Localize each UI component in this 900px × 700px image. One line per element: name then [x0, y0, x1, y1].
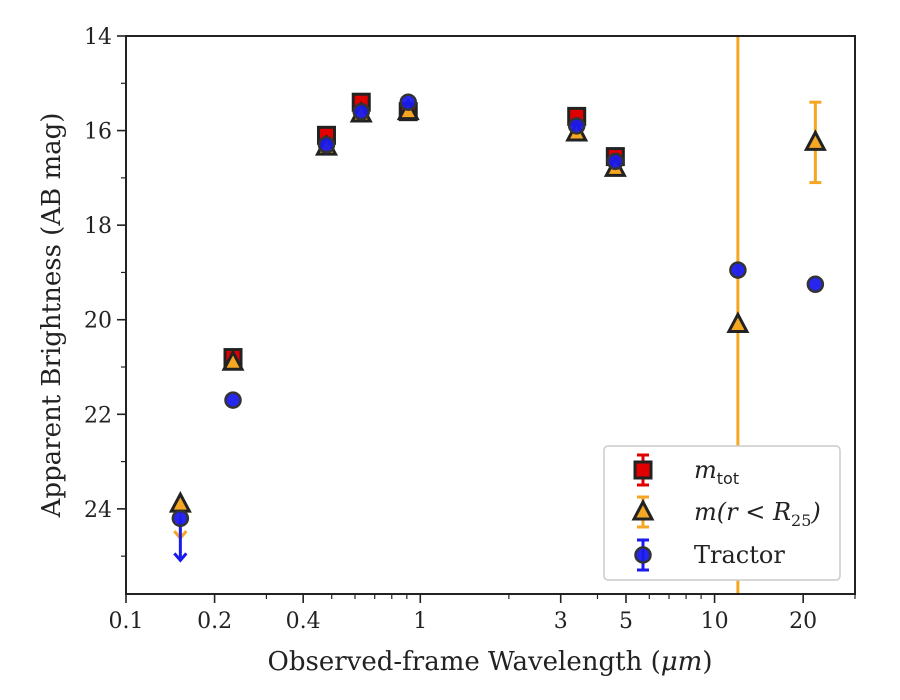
y-tick-label: 22	[84, 403, 112, 428]
legend-label-mtot: mtot	[694, 456, 739, 488]
point-circle	[317, 136, 336, 154]
x-axis-label: Observed-frame Wavelength (μm)	[268, 647, 713, 677]
legend-marker-triangle	[631, 498, 655, 521]
point-circle	[806, 275, 825, 294]
point-circle	[567, 117, 586, 135]
axis-ticks: 0.1 0.2 0.4 1 3 5 10 20 14 16 18 20 22 24	[84, 25, 856, 634]
y-tick-label: 18	[84, 214, 112, 239]
point-circle	[224, 391, 242, 409]
x-tick-label: 0.2	[197, 609, 232, 634]
point-circle	[352, 102, 370, 121]
y-axis-label: Apparent Brightness (AB mag)	[37, 113, 67, 519]
point-triangle	[221, 349, 245, 371]
x-tick-label: 5	[619, 609, 633, 634]
legend-box	[603, 445, 841, 581]
legend-label-tractor: Tractor	[694, 541, 785, 569]
x-tick-label: 10	[701, 609, 729, 634]
point-circle	[399, 93, 417, 111]
point-triangle	[726, 311, 750, 333]
x-tick-label: 1	[413, 609, 427, 634]
x-tick-label: 0.1	[109, 609, 144, 634]
point-circle	[729, 261, 747, 279]
legend-marker-square	[633, 460, 653, 480]
x-tick-label: 0.4	[286, 609, 321, 634]
point-circle	[606, 152, 625, 171]
y-tick-label: 14	[84, 25, 112, 50]
y-tick-label: 16	[84, 120, 112, 145]
legend: mtot m(r < R25) Tractor	[603, 445, 841, 581]
x-tick-label: 3	[554, 609, 568, 634]
x-tick-label: 20	[789, 609, 817, 634]
point-circle	[171, 509, 190, 528]
legend-marker-circle	[634, 546, 652, 564]
point-triangle	[803, 129, 827, 151]
legend-label-mr25: m(r < R25)	[694, 498, 821, 530]
y-tick-label: 20	[84, 309, 112, 334]
plot-frame	[125, 35, 856, 595]
chart-marks	[168, 36, 827, 594]
y-tick-label: 24	[84, 498, 112, 523]
upper-limit-arrowhead	[173, 552, 188, 563]
